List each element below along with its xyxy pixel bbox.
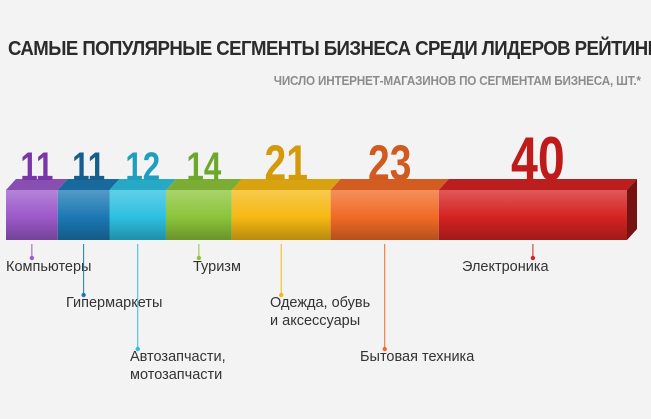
category-label: Электроника (462, 259, 550, 275)
value-label: 21 (265, 134, 308, 191)
value-label: 11 (20, 144, 53, 189)
category-label: Туризм (193, 259, 241, 275)
bar-segment-top (109, 179, 176, 190)
category-label: Бытовая техника (360, 349, 475, 365)
bar-segment-top (57, 179, 120, 190)
bar-segment-front (57, 190, 110, 240)
bar-segment-front (231, 190, 331, 240)
leader-dot (135, 346, 140, 352)
bar-segment-front (438, 190, 627, 240)
bar-segment-top (438, 179, 637, 190)
chart-subtitle: ЧИСЛО ИНТЕРНЕТ-МАГАЗИНОВ ПО СЕГМЕНТАМ БИ… (273, 73, 641, 88)
category-label: Гипермаркеты (66, 295, 162, 311)
bar-segment (6, 179, 68, 240)
bar-segment-front (6, 190, 58, 240)
bar-segment-front (165, 190, 232, 240)
category-label: Автозапчасти, мотозапчасти (130, 349, 226, 383)
bar-segment (438, 179, 637, 240)
leader-dot (29, 255, 35, 261)
bar-segment-top (6, 179, 68, 190)
category-label: Одежда, обувь и аксессуары (270, 295, 370, 329)
value-label: 23 (368, 134, 411, 191)
value-label: 12 (125, 144, 160, 189)
leader-dot (279, 292, 284, 298)
bar-segment (165, 179, 242, 240)
leader-dot (530, 255, 536, 261)
leader-dot (196, 255, 202, 261)
bar-segment-top (231, 179, 341, 190)
leader-dot (382, 346, 387, 352)
leader-dot (81, 292, 86, 298)
value-label: 11 (72, 144, 105, 189)
value-label: 14 (187, 144, 222, 189)
bar-segment (330, 179, 449, 240)
chart-title: САМЫЕ ПОПУЛЯРНЫЕ СЕГМЕНТЫ БИЗНЕСА СРЕДИ … (8, 38, 651, 60)
bar-segment-top (330, 179, 449, 190)
value-label: 40 (511, 124, 565, 193)
bar-segment (57, 179, 120, 240)
bar-segment (109, 179, 176, 240)
bar-segment (231, 179, 341, 240)
bar-segment-side (627, 179, 637, 240)
bar-segment-front (109, 190, 166, 240)
bar-segment-front (330, 190, 439, 240)
bar-segment-top (165, 179, 242, 190)
category-label: Компьютеры (6, 259, 91, 275)
